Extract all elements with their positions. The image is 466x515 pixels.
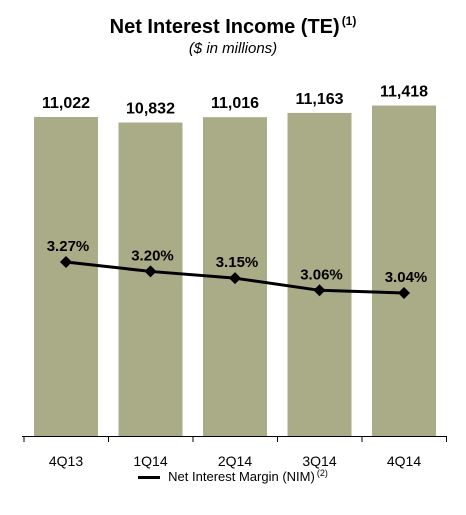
nim-point-4Q13 <box>60 256 72 268</box>
nim-point-1Q14 <box>144 265 157 278</box>
bar-value-label-4Q14: 11,418 <box>380 84 428 101</box>
x-tick-label-4Q14: 4Q14 <box>387 453 421 469</box>
bar-value-label-4Q13: 11,022 <box>42 95 90 112</box>
nim-point-2Q14 <box>229 272 241 285</box>
legend: Net Interest Margin (NIM) (2) <box>0 468 466 484</box>
nim-point-4Q14 <box>398 287 410 299</box>
bar-value-label-1Q14: 10,832 <box>126 100 175 117</box>
chart-subtitle: ($ in millions) <box>188 40 278 57</box>
bar-1Q14 <box>118 122 183 437</box>
nim-value-label-4Q14: 3.04% <box>385 269 428 286</box>
bar-3Q14 <box>287 112 352 436</box>
nim-point-3Q14 <box>313 284 326 297</box>
title-footnote: (1) <box>341 14 357 28</box>
bar-4Q13 <box>34 117 98 436</box>
legend-label: Net Interest Margin (NIM) <box>168 469 315 484</box>
x-tick-label-2Q14: 2Q14 <box>218 453 252 469</box>
bar-value-label-2Q14: 11,016 <box>211 95 259 112</box>
nim-value-label-1Q14: 3.20% <box>131 247 174 264</box>
x-tick-label-1Q14: 1Q14 <box>133 453 167 469</box>
nim-value-label-4Q13: 3.27% <box>47 238 90 255</box>
x-tick-label-3Q14: 3Q14 <box>302 453 336 469</box>
legend-footnote: (2) <box>316 468 328 478</box>
bar-4Q14 <box>372 105 436 436</box>
bar-value-label-3Q14: 11,163 <box>295 91 343 108</box>
chart-title: Net Interest Income (TE) (1) <box>109 14 357 38</box>
x-tick-label-4Q13: 4Q13 <box>49 453 83 469</box>
nim-value-label-2Q14: 3.15% <box>216 254 259 271</box>
nim-value-label-3Q14: 3.06% <box>300 266 343 283</box>
legend-line-swatch <box>138 476 161 480</box>
